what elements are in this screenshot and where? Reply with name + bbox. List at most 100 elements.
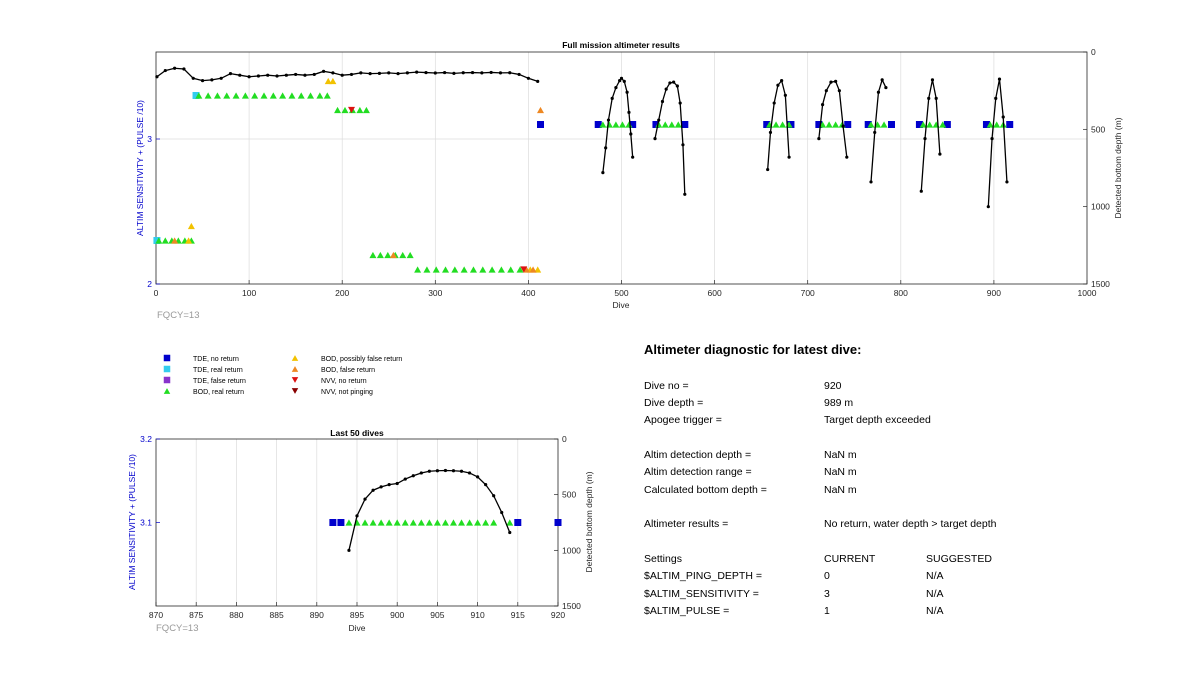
bottom-depth-point [484,483,488,487]
bod-real-return-marker [516,266,524,273]
pulse-current: 1 [824,605,830,617]
bod-real-return-marker [341,106,349,114]
x-tick-label: 1000 [1078,288,1097,298]
tde-no-return-marker [337,519,345,526]
bottom-depth-point [508,71,512,75]
bottom-depth-point [834,79,838,83]
altimeter-results-label: Altimeter results = [644,518,729,530]
bod-real-return-marker [393,519,401,526]
row-sensitivity: $ALTIM_SENSITIVITY = 3 N/A [644,588,1164,602]
bottom-depth-point [627,110,631,114]
y-left-tick-label: 3.1 [140,518,152,528]
bod-real-return-marker [414,266,422,273]
bottom-depth-point [435,469,439,473]
bottom-depth-point [228,72,233,76]
bottom-depth-point [780,79,784,83]
bottom-depth-point [876,90,881,94]
bottom-depth-point [371,488,375,492]
bottom-depth-point [294,72,298,77]
detection-depth-label: Altim detection depth = [644,449,752,461]
bod-real-return-marker [612,121,620,128]
bottom-depth-point [675,84,679,88]
bod-real-return-marker [490,519,498,526]
bod-real-return-marker [441,519,449,526]
x-tick-label: 870 [149,610,163,620]
x-tick-label: 915 [511,610,525,620]
bod-real-return-marker [919,121,927,128]
bottom-depth-point [210,78,214,82]
x-tick-label: 0 [154,288,159,298]
bottom-depth-point [625,90,629,94]
bottom-depth-point [683,192,687,196]
bod-real-return-marker [279,92,287,99]
bod-real-return-marker [506,519,514,526]
dive-depth-value: 989 m [824,397,854,409]
bottom-depth-point [919,189,923,193]
row-pulse: $ALTIM_PULSE = 1 N/A [644,605,1164,619]
x-tick-label: 905 [430,610,444,620]
x-tick-label: 920 [551,610,565,620]
row-detection-range: Altim detection range = NaN m [644,466,1164,480]
x-tick-label: 890 [310,610,324,620]
x-tick-label: 600 [708,288,722,298]
bottom-depth-point [461,71,465,75]
bod-real-return-marker [507,266,515,273]
bod-real-return-marker [369,251,377,259]
bottom-depth-point [986,205,990,209]
x-tick-label: 200 [335,288,349,298]
bottom-depth-line [654,81,686,195]
bottom-depth-point [459,469,464,473]
bottom-depth-point [604,146,608,150]
bod-real-return-marker [423,266,431,273]
bod-real-return-marker [376,251,384,259]
x-tick-label: 880 [229,610,243,620]
diagnostic-title: Altimeter diagnostic for latest dive: [644,342,862,357]
nvv-no-return-marker [520,266,528,273]
bod-possibly-false-return-marker [329,77,337,85]
bottom-depth-point [387,483,391,487]
bod-real-return-marker [241,92,249,99]
bod-real-return-marker [356,106,364,114]
bottom-depth-point [368,72,372,76]
bod-real-return-marker [232,92,240,99]
bottom-depth-point [303,73,307,77]
tde-no-return-marker [537,121,545,128]
bod-real-return-marker [361,519,369,526]
bod-real-return-marker [251,92,259,99]
bod-real-return-marker [401,519,409,526]
bottom-depth-point [622,79,626,83]
bod-real-return-marker [442,266,450,273]
bottom-depth-point [668,81,672,85]
bod-real-return-marker [369,519,377,526]
y-right-tick-label: 1000 [562,545,581,555]
bod-real-return-marker [779,121,787,128]
bottom-depth-point [498,71,503,75]
tde-no-return-marker [1006,121,1014,128]
bottom-depth-point [312,72,316,77]
bottom-depth-point [443,468,448,473]
bod-real-return-marker [460,266,468,273]
bottom-depth-point [783,93,787,97]
bod-real-return-marker [409,519,417,526]
full-mission-chart: Full mission altimeter results 0 100 200 30… [135,40,1123,321]
bod-real-return-marker [926,121,934,128]
bottom-depth-point [191,76,195,80]
tde-no-return-marker [763,121,771,128]
x-tick-label: 400 [521,288,535,298]
tde-no-return-marker [629,121,637,128]
bottom-depth-point [443,70,447,75]
bod-real-return-marker [316,92,324,99]
bod-false-return-marker [537,106,545,114]
bottom-depth-point [238,73,242,77]
bottom-depth-point [451,469,456,473]
bottom-depth-point [321,69,326,73]
y-right-tick-label: 1000 [1091,202,1110,212]
x-tick-label: 800 [894,288,908,298]
bottom-depth-point [173,66,177,70]
chart-title: Full mission altimeter results [562,40,680,50]
bod-real-return-marker [384,251,392,259]
bottom-depth-point [411,474,415,478]
bottom-depth-line [870,78,887,182]
tde-no-return-marker [787,121,795,128]
dive-depth-label: Dive depth = [644,397,704,409]
